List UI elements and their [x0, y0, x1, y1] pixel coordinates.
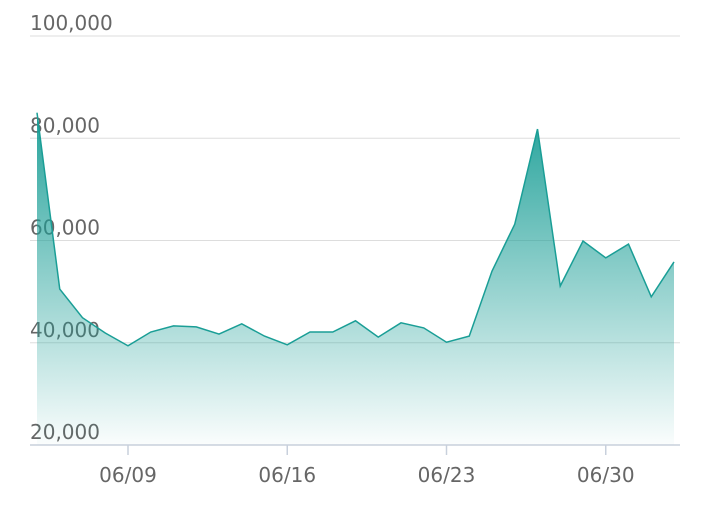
x-tick-label: 06/09 — [99, 463, 157, 487]
x-tick-label: 06/16 — [258, 463, 316, 487]
x-tick-label: 06/23 — [418, 463, 476, 487]
y-tick-label: 80,000 — [30, 113, 100, 137]
y-tick-label: 100,000 — [30, 11, 113, 35]
x-tick-label: 06/30 — [577, 463, 635, 487]
area-line — [36, 112, 675, 347]
area-fill — [37, 112, 674, 445]
